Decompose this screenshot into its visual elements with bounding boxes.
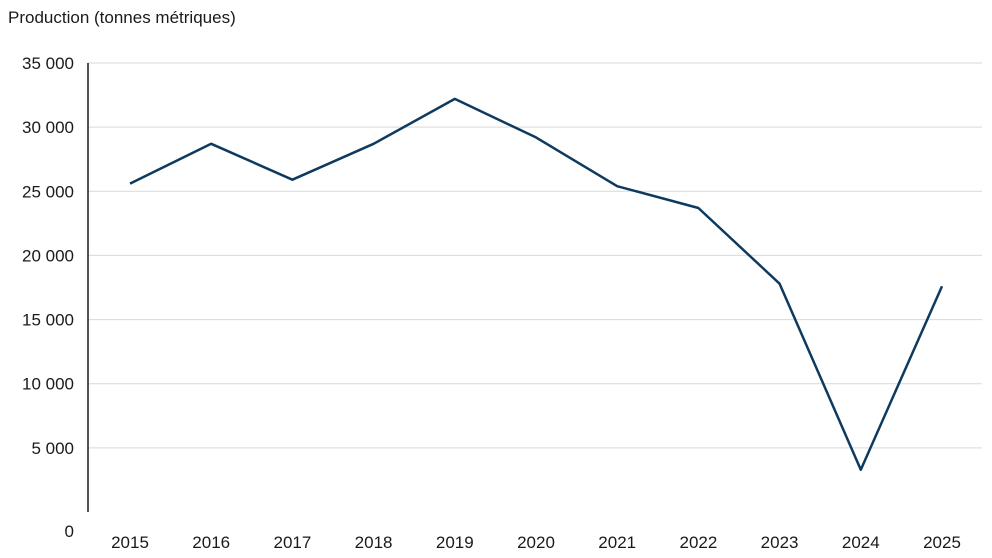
x-tick-label: 2015 <box>111 533 149 552</box>
y-axis-title: Production (tonnes métriques) <box>8 8 236 27</box>
x-tick-label: 2017 <box>273 533 311 552</box>
y-tick-label: 10 000 <box>22 375 74 394</box>
x-axis-ticks: 2015 2016 2017 2018 2019 2020 2021 2022 2023 2024… <box>111 533 961 552</box>
x-tick-label: 2021 <box>598 533 636 552</box>
gridlines <box>88 62 982 449</box>
y-tick-label: 15 000 <box>22 311 74 330</box>
y-tick-label: 35 000 <box>22 54 74 73</box>
x-tick-label: 2019 <box>436 533 474 552</box>
y-axis-ticks: 0 5 000 10 000 15 000 20 000 25 000 30 000 35 0… <box>22 54 74 541</box>
y-tick-label: 5 000 <box>31 439 74 458</box>
x-tick-label: 2022 <box>679 533 717 552</box>
y-tick-label: 25 000 <box>22 182 74 201</box>
x-tick-label: 2018 <box>355 533 393 552</box>
x-tick-label: 2016 <box>192 533 230 552</box>
x-tick-label: 2024 <box>842 533 880 552</box>
x-tick-label: 2023 <box>761 533 799 552</box>
x-tick-label: 2025 <box>923 533 961 552</box>
y-tick-label: 20 000 <box>22 246 74 265</box>
series-line <box>129 97 944 471</box>
y-tick-label: 0 <box>65 522 74 541</box>
x-tick-label: 2020 <box>517 533 555 552</box>
y-tick-label: 30 000 <box>22 118 74 137</box>
